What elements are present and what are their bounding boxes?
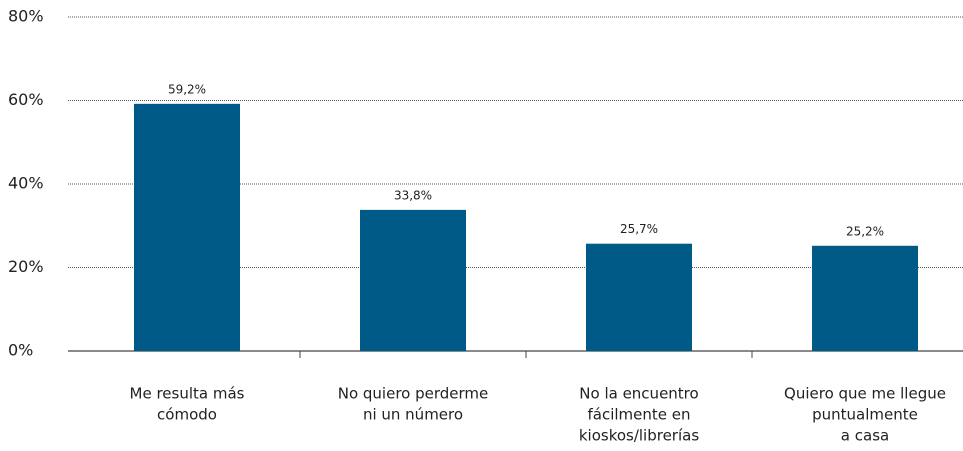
x-tick-label: Quiero que me llegue <box>784 385 946 403</box>
y-tick-label: 20% <box>8 257 44 276</box>
x-tick-label: No la encuentro <box>579 385 698 403</box>
y-tick-label: 80% <box>8 7 44 26</box>
y-tick-label: 40% <box>8 174 44 193</box>
bar <box>812 245 918 351</box>
bar <box>586 243 692 351</box>
bar <box>360 209 466 351</box>
y-tick-label: 0% <box>8 341 33 360</box>
y-tick-label: 60% <box>8 90 44 109</box>
value-label: 25,7% <box>620 222 658 236</box>
x-tick-label: cómodo <box>157 406 217 424</box>
x-tick-label: fácilmente en <box>587 406 690 424</box>
bar <box>134 103 240 351</box>
x-tick-label: ni un número <box>363 406 463 424</box>
x-tick-label: kioskos/librerías <box>579 427 699 445</box>
x-tick-label: a casa <box>841 427 889 445</box>
value-label: 25,2% <box>846 224 884 238</box>
value-label: 59,2% <box>168 82 206 96</box>
x-tick-label: No quiero perderme <box>338 385 489 403</box>
value-label: 33,8% <box>394 188 432 202</box>
x-tick-label: puntualmente <box>812 406 918 424</box>
x-tick-label: Me resulta más <box>130 385 245 403</box>
